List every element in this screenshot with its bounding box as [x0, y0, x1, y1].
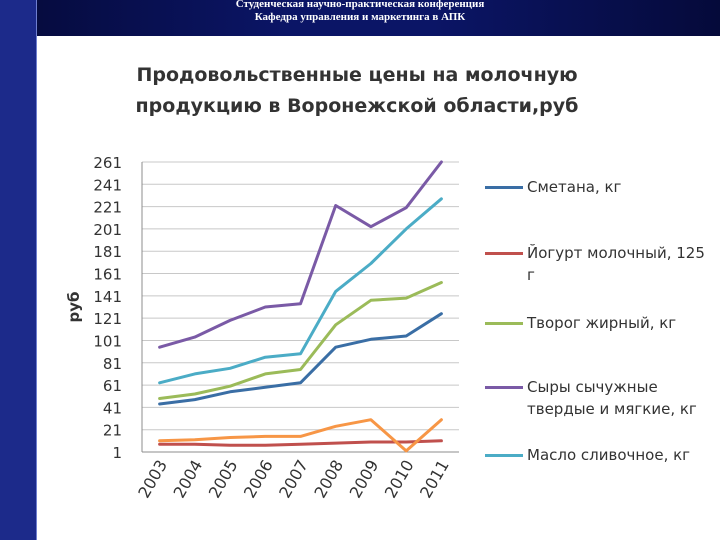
y-tick-label: 261 — [93, 154, 122, 172]
x-tick-label: 2004 — [169, 457, 206, 502]
y-tick-label: 81 — [103, 355, 122, 373]
y-tick-label: 61 — [103, 377, 122, 395]
legend-swatch — [485, 386, 523, 389]
x-tick-label: 2007 — [275, 457, 312, 502]
left-side-bar — [0, 0, 37, 540]
series-line-2 — [158, 281, 443, 400]
y-tick-label: 161 — [93, 266, 122, 284]
y-tick-label: 181 — [93, 243, 122, 261]
x-tick-label: 2011 — [416, 457, 453, 502]
legend-swatch — [485, 186, 523, 189]
slide-canvas: Продовольственные цены на молочную проду… — [37, 36, 720, 540]
x-tick-label: 2008 — [310, 457, 347, 502]
x-tick-label: 2009 — [346, 457, 383, 502]
y-axis-label: руб — [65, 292, 83, 323]
y-tick-label: 241 — [93, 176, 122, 194]
x-tick-label: 2010 — [381, 457, 418, 502]
series-line-3 — [158, 160, 443, 349]
y-tick-label: 21 — [103, 422, 122, 440]
y-tick-label: 121 — [93, 310, 122, 328]
series-line-5 — [158, 418, 443, 453]
legend-label: Йогурт молочный, 125 г — [527, 244, 705, 284]
chart-title: Продовольственные цены на молочную проду… — [97, 60, 617, 122]
header-line-2: Кафедра управления и маркетинга в АПК — [254, 11, 466, 23]
line-chart: 121416181101121141161181201221241261руб2… — [65, 154, 459, 502]
legend-swatch — [485, 252, 523, 255]
series-line-4 — [158, 197, 443, 385]
y-tick-label: 1 — [112, 444, 122, 462]
series-line-0 — [158, 312, 443, 406]
y-tick-label: 101 — [93, 332, 122, 350]
y-tick-label: 41 — [103, 399, 122, 417]
legend-swatch — [485, 454, 523, 457]
chart-title-line-1: Продовольственные цены на молочную — [136, 64, 578, 86]
x-tick-label: 2003 — [134, 457, 171, 502]
legend-label: Масло сливочное, кг — [527, 446, 691, 464]
legend-label: Сыры сычужные твердые и мягкие, кг — [527, 378, 697, 418]
legend-label: Творог жирный, кг — [527, 314, 677, 332]
chart-title-line-2: продукцию в Воронежской области,руб — [135, 95, 579, 117]
legend-label: Сметана, кг — [527, 178, 622, 196]
y-tick-label: 141 — [93, 288, 122, 306]
y-tick-label: 221 — [93, 199, 122, 217]
y-tick-label: 201 — [93, 221, 122, 239]
legend-swatch — [485, 322, 523, 325]
header-line-1: Студенческая научно-практическая конфере… — [235, 0, 485, 10]
slide-header: Студенческая научно-практическая конфере… — [0, 0, 720, 36]
x-tick-label: 2006 — [240, 457, 277, 502]
x-tick-label: 2005 — [205, 457, 242, 502]
